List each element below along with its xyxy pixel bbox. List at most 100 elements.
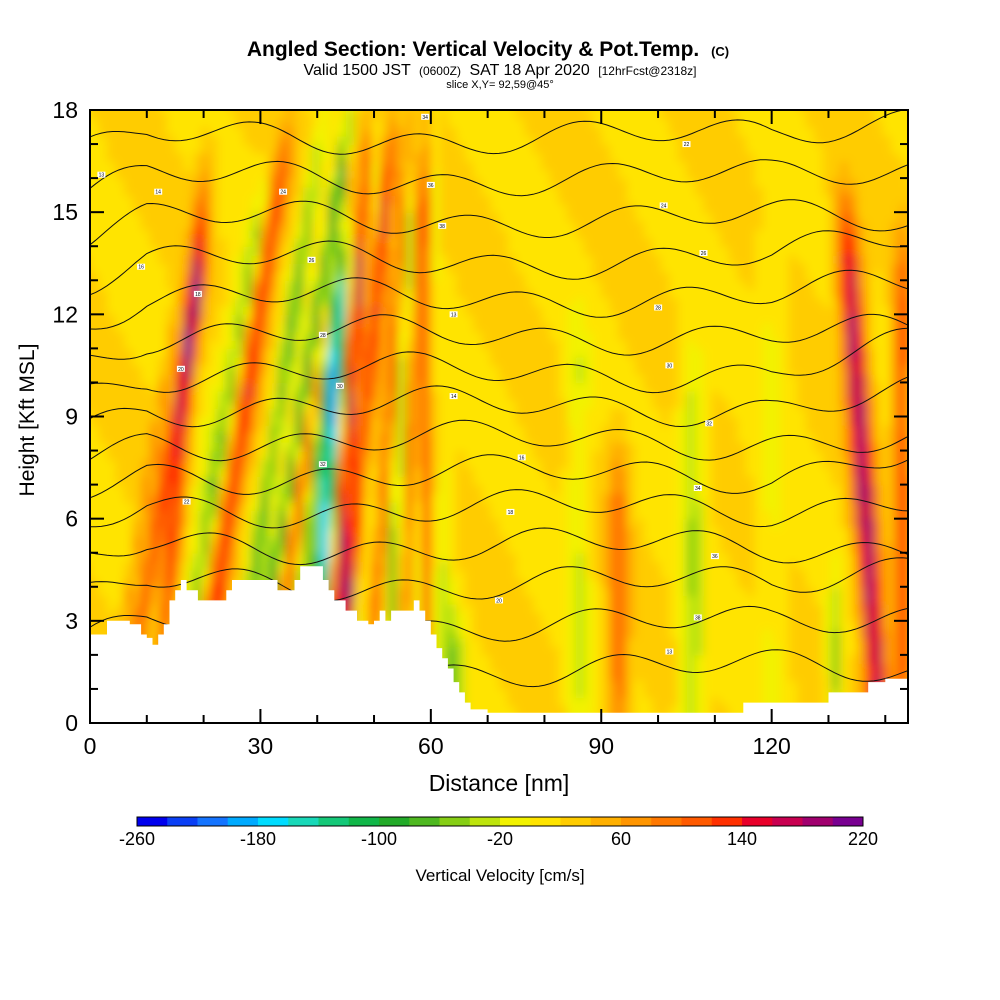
field-cell [405, 195, 415, 205]
field-cell [575, 450, 585, 460]
field-cell [405, 493, 415, 503]
field-cell [175, 237, 185, 247]
field-cell [379, 450, 389, 460]
field-cell [124, 569, 134, 580]
field-cell [507, 203, 517, 213]
field-cell [149, 339, 159, 350]
field-cell [533, 595, 543, 605]
field-cell [303, 178, 313, 188]
field-cell [652, 527, 662, 537]
field-cell [251, 237, 262, 247]
field-cell [626, 382, 637, 392]
field-cell [124, 331, 134, 341]
field-cell [175, 271, 185, 282]
field-cell [124, 237, 134, 247]
field-cell [439, 510, 449, 520]
field-cell [243, 271, 253, 282]
field-cell [226, 510, 236, 520]
field-cell [362, 135, 372, 145]
field-cell [158, 322, 168, 333]
field-cell [226, 135, 236, 145]
field-cell [251, 161, 262, 171]
field-cell [482, 93, 491, 102]
field-cell [268, 459, 279, 469]
field-cell [430, 476, 441, 486]
field-cell [473, 391, 483, 401]
field-cell [175, 339, 185, 350]
field-cell [337, 391, 347, 401]
field-cell [482, 305, 492, 316]
field-cell [618, 450, 628, 460]
field-cell [192, 365, 202, 375]
field-cell [567, 110, 577, 120]
field-cell [618, 356, 628, 367]
field-cell [277, 535, 287, 545]
field-cell [609, 527, 620, 537]
field-cell [354, 569, 364, 580]
field-cell [141, 110, 151, 120]
field-cell [158, 510, 168, 520]
field-cell [533, 578, 543, 588]
field-cell [601, 706, 611, 716]
field-cell [107, 382, 117, 392]
field-cell [464, 620, 475, 631]
field-cell [413, 254, 424, 264]
field-cell [166, 425, 176, 435]
field-cell [371, 544, 381, 554]
field-cell [277, 322, 287, 333]
field-cell [413, 135, 424, 145]
field-cell [422, 450, 432, 460]
field-cell [251, 450, 262, 460]
field-cell [609, 569, 620, 580]
field-cell [362, 416, 372, 426]
field-cell [183, 459, 193, 469]
field-cell [371, 416, 381, 426]
field-cell [217, 212, 228, 222]
field-cell [175, 433, 185, 443]
field-cell [90, 450, 100, 460]
field-cell [550, 535, 560, 545]
field-cell [379, 535, 389, 545]
field-cell [251, 331, 262, 341]
field-cell [609, 237, 620, 247]
field-cell [311, 382, 321, 392]
field-cell [490, 425, 500, 435]
field-cell [541, 127, 551, 137]
field-cell [567, 663, 577, 673]
field-cell [584, 144, 594, 154]
field-cell [379, 110, 389, 120]
field-cell [516, 280, 526, 290]
field-cell [320, 501, 330, 511]
field-cell [482, 552, 492, 562]
field-cell [584, 527, 594, 537]
field-cell [635, 305, 645, 316]
field-cell [251, 561, 262, 571]
field-cell [251, 408, 262, 418]
field-cell [584, 152, 594, 162]
field-cell [200, 535, 211, 545]
field-cell [413, 365, 424, 375]
field-cell [541, 161, 551, 171]
field-cell [499, 93, 508, 102]
field-cell [456, 603, 466, 614]
field-cell [320, 399, 330, 409]
field-cell [294, 263, 304, 273]
field-cell [226, 535, 236, 545]
field-cell [294, 450, 304, 460]
field-cell [345, 578, 355, 588]
field-cell [149, 135, 159, 145]
field-cell [447, 339, 458, 350]
field-cell [584, 271, 594, 282]
field-cell [499, 237, 509, 247]
field-cell [328, 484, 338, 494]
field-cell [90, 118, 100, 128]
field-cell [251, 493, 262, 503]
field-cell [456, 305, 466, 316]
field-cell [473, 493, 483, 503]
field-cell [268, 195, 279, 205]
field-cell [149, 391, 159, 401]
field-cell [447, 476, 458, 486]
field-cell [396, 246, 407, 256]
field-cell [286, 493, 296, 503]
field-cell [430, 237, 441, 247]
